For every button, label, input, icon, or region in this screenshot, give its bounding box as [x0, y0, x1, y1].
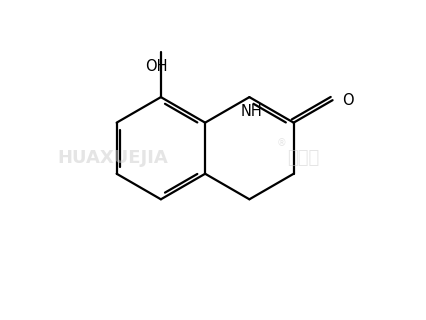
Text: NH: NH	[241, 104, 262, 119]
Text: ®: ®	[277, 138, 287, 148]
Text: HUAXUEJIA: HUAXUEJIA	[58, 149, 169, 167]
Text: OH: OH	[145, 59, 167, 74]
Text: O: O	[343, 93, 354, 108]
Text: 化学加: 化学加	[287, 149, 319, 167]
